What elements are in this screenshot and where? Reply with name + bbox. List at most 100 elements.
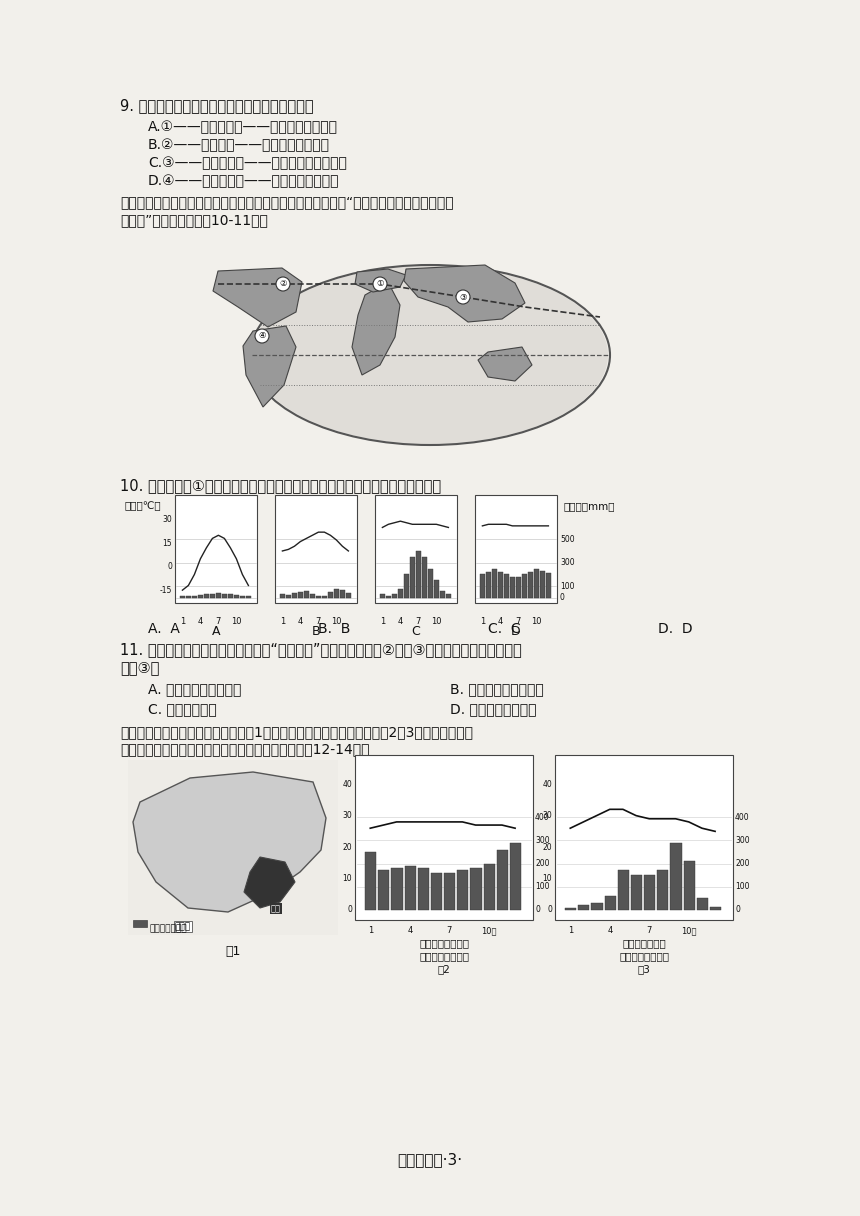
Text: 曼谷气温年变化曲线和逐月降水量图，据此完成下列12-14题。: 曼谷气温年变化曲线和逐月降水量图，据此完成下列12-14题。 bbox=[120, 742, 370, 756]
Text: 300: 300 bbox=[560, 558, 574, 567]
Bar bbox=[617, 871, 629, 910]
Text: D. 人类文明历史悠久: D. 人类文明历史悠久 bbox=[450, 702, 537, 716]
Bar bbox=[192, 596, 197, 598]
Text: 示意图”，读图完成下列10-11题。: 示意图”，读图完成下列10-11题。 bbox=[120, 213, 267, 227]
Bar bbox=[280, 595, 285, 598]
Text: 曲线和逐月降水量: 曲线和逐月降水量 bbox=[619, 951, 669, 961]
Bar bbox=[304, 591, 309, 598]
Bar bbox=[378, 871, 390, 910]
Text: 400: 400 bbox=[535, 812, 550, 822]
Bar bbox=[275, 495, 357, 603]
Circle shape bbox=[255, 330, 269, 343]
Text: 400: 400 bbox=[735, 812, 750, 822]
Text: 曼谷: 曼谷 bbox=[271, 903, 281, 913]
Bar bbox=[128, 760, 338, 935]
Bar bbox=[565, 907, 576, 910]
Text: D.④——巴拿马运河——南、北美洲分界线: D.④——巴拿马运河——南、北美洲分界线 bbox=[148, 174, 340, 188]
Text: 7: 7 bbox=[216, 617, 221, 626]
Text: 7: 7 bbox=[647, 927, 652, 935]
Bar bbox=[392, 595, 397, 598]
Bar bbox=[210, 593, 215, 598]
Text: 200: 200 bbox=[535, 858, 550, 868]
Bar bbox=[486, 573, 491, 598]
Text: 500: 500 bbox=[560, 535, 574, 544]
Text: 200: 200 bbox=[735, 858, 750, 868]
Text: 4: 4 bbox=[198, 617, 203, 626]
Bar bbox=[365, 852, 376, 910]
Bar bbox=[340, 590, 345, 598]
Bar bbox=[228, 595, 233, 598]
Text: 0: 0 bbox=[560, 593, 565, 602]
Text: 1: 1 bbox=[380, 617, 385, 626]
Text: A. 冬季风带来大风大雪: A. 冬季风带来大风大雪 bbox=[148, 682, 242, 696]
Polygon shape bbox=[133, 772, 326, 912]
Text: 20: 20 bbox=[342, 843, 352, 851]
Text: C. 海拔高度较低: C. 海拔高度较低 bbox=[148, 702, 217, 716]
Bar bbox=[605, 896, 616, 910]
Text: 4: 4 bbox=[398, 617, 403, 626]
Text: 1: 1 bbox=[367, 927, 373, 935]
Bar bbox=[186, 596, 191, 598]
Text: C.  C: C. C bbox=[488, 623, 520, 636]
Bar bbox=[458, 871, 469, 910]
Text: 7: 7 bbox=[316, 617, 321, 626]
Text: 10: 10 bbox=[543, 874, 552, 883]
Text: 八年级地理·3·: 八年级地理·3· bbox=[397, 1152, 463, 1167]
Text: 0: 0 bbox=[547, 906, 552, 914]
Polygon shape bbox=[243, 326, 296, 407]
Text: 30: 30 bbox=[543, 811, 552, 820]
Bar bbox=[497, 850, 508, 910]
Polygon shape bbox=[213, 268, 302, 327]
Text: ②: ② bbox=[280, 280, 286, 288]
Bar bbox=[483, 863, 494, 910]
Text: B. 夏季风带来暖湿气流: B. 夏季风带来暖湿气流 bbox=[450, 682, 544, 696]
Bar bbox=[404, 574, 408, 598]
Text: 1: 1 bbox=[568, 927, 573, 935]
Bar bbox=[316, 596, 321, 598]
Text: 曲雪气温年变化: 曲雪气温年变化 bbox=[622, 938, 666, 948]
Text: 10: 10 bbox=[531, 617, 542, 626]
Text: 降水量（mm）: 降水量（mm） bbox=[563, 501, 615, 511]
Bar bbox=[198, 595, 203, 598]
Text: D.  D: D. D bbox=[658, 623, 692, 636]
Polygon shape bbox=[244, 857, 295, 908]
Text: 气温/℃: 气温/℃ bbox=[557, 758, 580, 767]
Text: A.①——英吉利海峡——非洲、欧洲分界线: A.①——英吉利海峡——非洲、欧洲分界线 bbox=[148, 120, 338, 134]
Bar bbox=[540, 572, 545, 598]
Text: ④: ④ bbox=[258, 332, 266, 340]
Bar bbox=[697, 899, 708, 910]
Text: 降水量/mm: 降水量/mm bbox=[694, 758, 731, 767]
Text: C.③——苏伊士运河——亚洲、大洋洲分界线: C.③——苏伊士运河——亚洲、大洋洲分界线 bbox=[148, 156, 347, 170]
Bar bbox=[410, 557, 415, 598]
Bar bbox=[416, 551, 421, 598]
Circle shape bbox=[373, 277, 387, 291]
Polygon shape bbox=[352, 282, 400, 375]
Bar bbox=[431, 873, 442, 910]
Text: 4: 4 bbox=[607, 927, 612, 935]
Text: 10: 10 bbox=[431, 617, 442, 626]
Text: 1: 1 bbox=[180, 617, 185, 626]
Polygon shape bbox=[404, 265, 525, 322]
Text: 10月: 10月 bbox=[681, 927, 697, 935]
Bar bbox=[516, 576, 521, 598]
Text: 300: 300 bbox=[735, 835, 750, 845]
Bar bbox=[657, 871, 668, 910]
Text: 9. 图中模拟最近环球航行路线中，表述正确的是: 9. 图中模拟最近环球航行路线中，表述正确的是 bbox=[120, 98, 314, 113]
Bar bbox=[470, 868, 482, 910]
Bar bbox=[418, 868, 429, 910]
Bar bbox=[404, 866, 415, 910]
Text: D: D bbox=[511, 625, 521, 638]
Text: B.  B: B. B bbox=[318, 623, 350, 636]
Text: 图2: 图2 bbox=[438, 964, 451, 974]
Text: 10: 10 bbox=[231, 617, 242, 626]
Text: 10月: 10月 bbox=[481, 927, 496, 935]
Text: 100: 100 bbox=[735, 883, 750, 891]
Bar bbox=[534, 569, 539, 598]
Text: 4: 4 bbox=[407, 927, 413, 935]
Text: 7: 7 bbox=[415, 617, 421, 626]
Text: A: A bbox=[212, 625, 220, 638]
Text: 气温/℃: 气温/℃ bbox=[357, 758, 381, 767]
Bar bbox=[240, 596, 245, 598]
Text: 曲线和逐月降水量: 曲线和逐月降水量 bbox=[419, 951, 469, 961]
Text: 4: 4 bbox=[498, 617, 503, 626]
